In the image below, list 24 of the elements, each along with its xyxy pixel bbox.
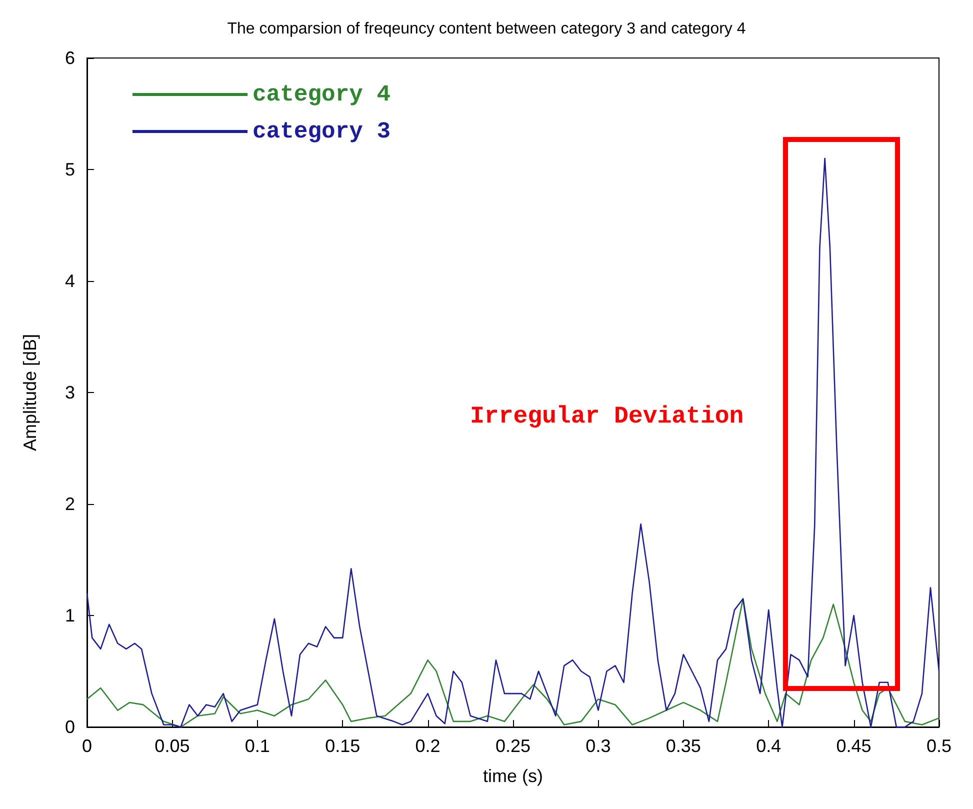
x-tick-label: 0.05: [154, 736, 190, 756]
x-tick-label: 0.2: [415, 736, 440, 756]
legend-label: category 4: [252, 82, 391, 108]
x-tick-label: 0.1: [244, 736, 270, 756]
annotation: Irregular Deviation: [470, 404, 744, 430]
y-tick-label: 3: [64, 382, 75, 402]
y-tick-label: 4: [64, 271, 75, 291]
x-tick-label: 0.45: [836, 736, 872, 756]
y-axis-title: Amplitude [dB]: [20, 334, 40, 452]
y-tick-label: 1: [64, 606, 75, 626]
x-tick-label: 0.3: [586, 736, 611, 756]
legend-label: category 3: [252, 118, 391, 144]
x-tick-label: 0.5: [926, 736, 952, 756]
x-tick-label: 0.35: [666, 736, 701, 756]
y-tick-label: 5: [64, 160, 75, 180]
x-tick-label: 0: [82, 736, 92, 756]
y-tick-label: 0: [64, 717, 75, 737]
x-tick-label: 0.25: [495, 736, 531, 756]
y-tick-label: 6: [64, 48, 75, 68]
chart-title: The comparsion of freqeuncy content between category 3 and category 4: [227, 20, 746, 38]
y-tick-label: 2: [64, 494, 75, 514]
x-tick-label: 0.15: [325, 736, 360, 756]
x-tick-label: 0.4: [756, 736, 782, 756]
x-axis-title: time (s): [483, 766, 543, 786]
